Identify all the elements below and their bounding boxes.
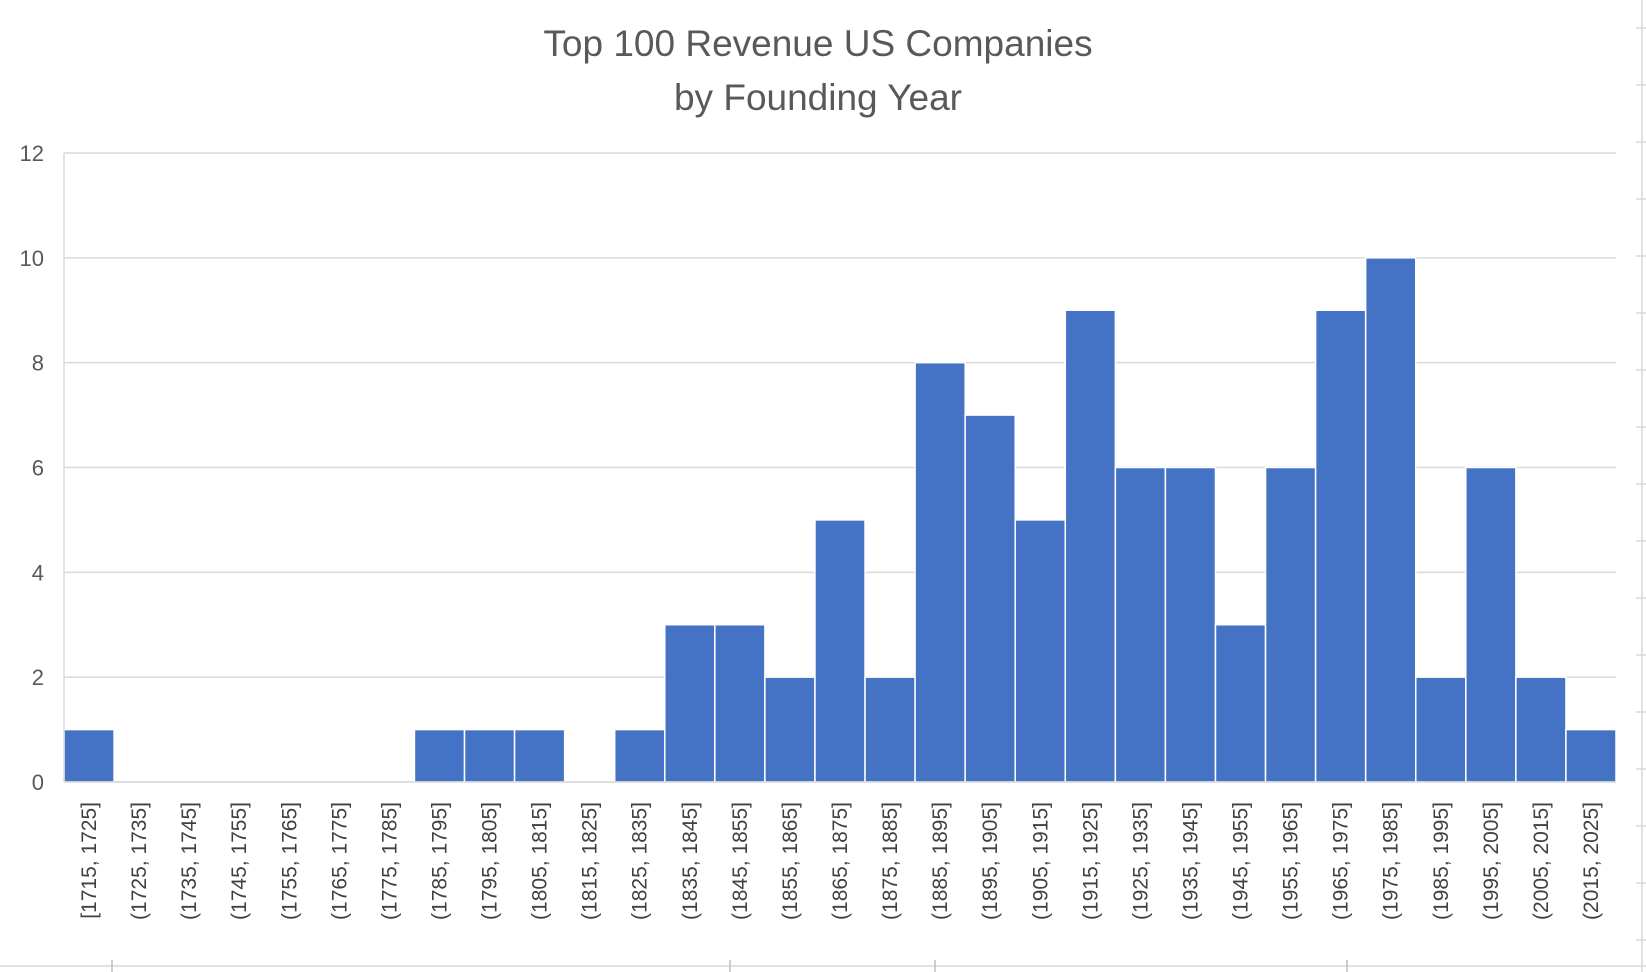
x-category-label: (1775, 1785] [378, 802, 401, 920]
bar-30 [1565, 728, 1617, 783]
x-category-label: (1755, 1765] [278, 802, 301, 920]
bar-9 [513, 728, 566, 783]
bar-12 [664, 624, 716, 783]
x-category-label: (1915, 1925] [1079, 802, 1102, 920]
y-tick-label: 8 [32, 351, 44, 376]
bar-25 [1314, 309, 1367, 783]
bar-24 [1264, 466, 1317, 783]
y-tick-label: 10 [20, 246, 44, 271]
x-category-label: (1965, 1975] [1330, 802, 1353, 920]
bar-23 [1214, 624, 1267, 783]
chart-title-line-1: Top 100 Revenue US Companies [543, 23, 1092, 64]
bar-7 [413, 728, 466, 783]
bar-27 [1414, 676, 1467, 783]
x-category-label: (1785, 1795] [428, 802, 451, 920]
x-category-label: (1845, 1855] [729, 802, 752, 920]
y-tick-label: 4 [32, 560, 44, 585]
x-category-label: (1795, 1805] [479, 802, 502, 920]
y-tick-label: 12 [20, 141, 44, 166]
bar-16 [864, 676, 916, 783]
y-tick-labels: 0 2 4 6 8 10 12 [20, 141, 44, 795]
bar-17 [914, 361, 966, 783]
bar-11 [613, 728, 666, 783]
x-category-label: (2015, 2025] [1580, 802, 1603, 920]
y-tick-label: 6 [32, 456, 44, 481]
x-category-label: (1835, 1845] [679, 802, 702, 920]
x-category-label: (1975, 1985] [1380, 802, 1403, 920]
x-category-label: (1945, 1955] [1230, 802, 1253, 920]
x-category-label: (1905, 1915] [1029, 802, 1052, 920]
x-category-label: (1925, 1935] [1129, 802, 1152, 920]
bar-22 [1164, 466, 1217, 783]
y-tick-label: 0 [32, 770, 44, 795]
bar-15 [814, 519, 866, 783]
x-category-label: (1955, 1965] [1280, 802, 1303, 920]
chart-title-line-2: by Founding Year [674, 77, 962, 118]
bar-18 [964, 414, 1016, 783]
x-category-label: (2005, 2015] [1530, 802, 1553, 920]
bar-29 [1515, 676, 1567, 783]
x-category-label: (1865, 1875] [829, 802, 852, 920]
bar-26 [1364, 257, 1417, 783]
x-category-labels: [1715, 1725] (1725, 1735] (1735, 1745] (174… [78, 802, 1603, 920]
x-category-label: (1935, 1945] [1179, 802, 1202, 920]
x-category-label: (1855, 1865] [779, 802, 802, 920]
bar-13 [714, 624, 766, 783]
bar-14 [764, 676, 816, 783]
x-category-label: (1885, 1895] [929, 802, 952, 920]
x-category-label: (1985, 1995] [1430, 802, 1453, 920]
bar-8 [463, 728, 516, 783]
x-category-label: (1825, 1835] [629, 802, 652, 920]
x-category-label: (1735, 1745] [178, 802, 201, 920]
bar-28 [1465, 466, 1517, 783]
x-category-label: (1805, 1815] [529, 802, 552, 920]
x-category-label: [1715, 1725] [78, 802, 101, 919]
x-category-label: (1725, 1735] [128, 802, 151, 920]
bar-20 [1064, 309, 1117, 783]
bar-0 [63, 728, 115, 783]
x-category-label: (1875, 1885] [879, 802, 902, 920]
bars [63, 257, 1617, 783]
x-category-label: (1765, 1775] [328, 802, 351, 920]
x-category-label: (1745, 1755] [228, 802, 251, 920]
bar-19 [1014, 519, 1067, 783]
x-category-label: (1995, 2005] [1480, 802, 1503, 920]
bar-21 [1114, 466, 1167, 783]
x-category-label: (1815, 1825] [579, 802, 602, 920]
x-category-label: (1895, 1905] [979, 802, 1002, 920]
y-tick-label: 2 [32, 665, 44, 690]
